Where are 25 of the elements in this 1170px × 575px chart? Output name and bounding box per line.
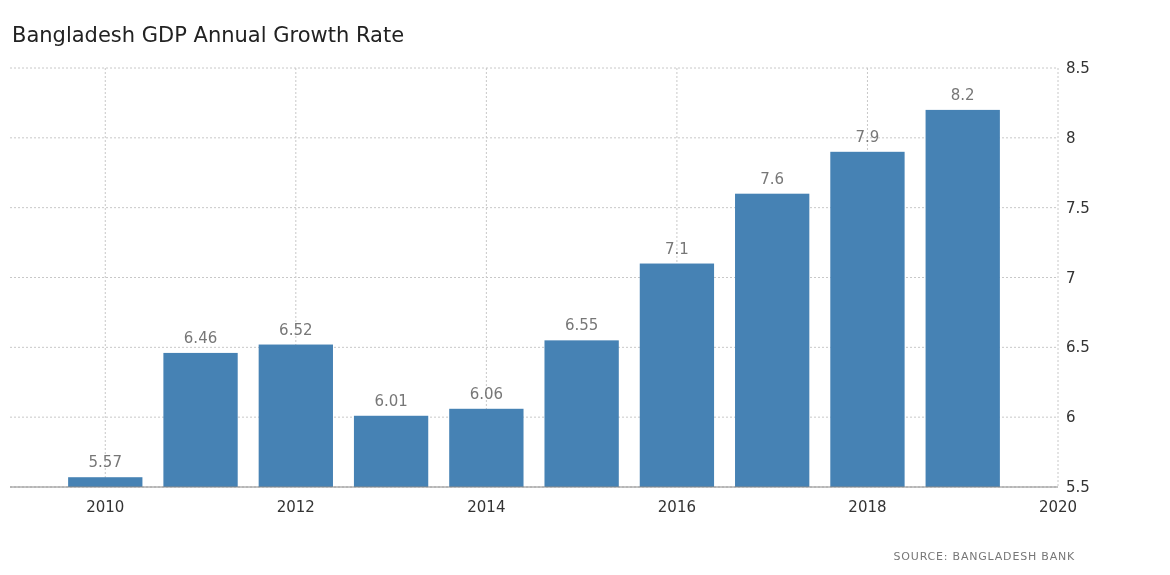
y-tick-label: 6 [1066, 408, 1076, 427]
y-tick-label: 8 [1066, 128, 1076, 147]
data-label: 8.2 [950, 85, 975, 104]
data-label: 7.1 [664, 239, 689, 258]
x-tick-label: 2020 [1038, 498, 1078, 516]
x-tick-label: 2018 [848, 498, 887, 516]
x-tick-label: 2012 [276, 498, 315, 516]
data-label: 7.6 [760, 169, 785, 188]
data-label: 5.57 [88, 453, 122, 472]
y-tick-label: 8.5 [1066, 59, 1090, 77]
data-label: 6.52 [279, 320, 313, 339]
data-label: 6.06 [469, 384, 504, 403]
data-label: 6.46 [183, 328, 218, 347]
y-tick-label: 7 [1066, 268, 1076, 287]
data-label: 7.9 [855, 127, 880, 146]
source-note: SOURCE: BANGLADESH BANK [893, 550, 1075, 563]
x-tick-label: 2010 [86, 498, 125, 516]
x-tick-label: 2014 [467, 498, 506, 516]
chart-title: Bangladesh GDP Annual Growth Rate [12, 23, 405, 47]
y-tick-label: 6.5 [1066, 338, 1090, 357]
data-label: 6.55 [564, 316, 599, 335]
y-tick-label: 5.5 [1066, 478, 1090, 496]
x-tick-label: 2016 [657, 498, 696, 516]
y-tick-label: 7.5 [1066, 198, 1090, 217]
data-label: 6.01 [374, 391, 408, 410]
